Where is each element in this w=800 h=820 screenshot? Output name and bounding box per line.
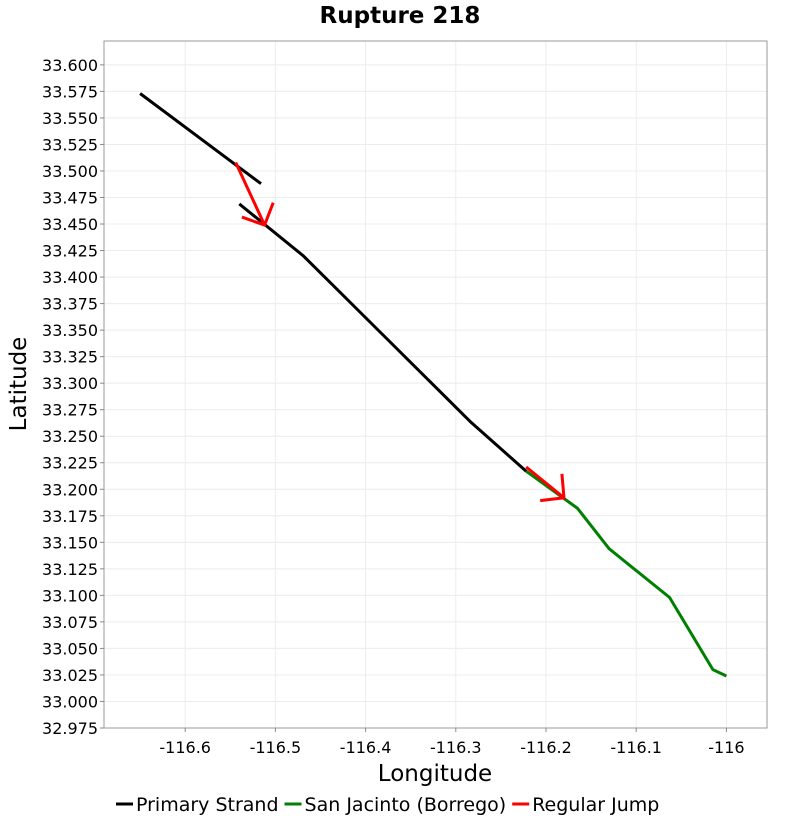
- y-tick-label: 33.325: [42, 348, 98, 367]
- legend-label-san-jacinto-borrego: San Jacinto (Borrego): [305, 794, 507, 816]
- y-tick-label: 33.500: [42, 162, 98, 181]
- y-tick-label: 33.050: [42, 639, 98, 658]
- x-tick-label: -116.2: [520, 738, 572, 757]
- x-tick-label: -116.1: [610, 738, 662, 757]
- y-tick-label: 33.250: [42, 427, 98, 446]
- y-tick-label: 33.450: [42, 215, 98, 234]
- x-axis-ticks: -116.6 -116.5 -116.4 -116.3 -116.2 -116.1 -116: [159, 728, 745, 757]
- series-line-regular-jump: [525, 465, 565, 499]
- y-tick-label: 33.525: [42, 135, 98, 154]
- jump-arrowhead: [241, 202, 275, 227]
- y-tick-label: 33.575: [42, 82, 98, 101]
- series-layer: [139, 92, 728, 678]
- legend-label-regular-jump: Regular Jump: [532, 794, 659, 816]
- y-tick-label: 33.550: [42, 109, 98, 128]
- y-tick-label: 33.175: [42, 507, 98, 526]
- grid: [104, 41, 767, 729]
- plot-area-frame: [103, 40, 768, 729]
- x-tick-label: -116.5: [250, 738, 302, 757]
- y-axis-label: Latitude: [6, 337, 32, 432]
- y-tick-label: 33.200: [42, 480, 98, 499]
- x-tick-label: -116.6: [159, 738, 211, 757]
- y-tick-label: 33.475: [42, 188, 98, 207]
- y-tick-label: 32.975: [42, 719, 98, 738]
- y-tick-label: 33.400: [42, 268, 98, 287]
- y-tick-label: 33.000: [42, 692, 98, 711]
- y-tick-label: 33.425: [42, 242, 98, 261]
- y-tick-label: 33.025: [42, 666, 98, 685]
- y-tick-label: 33.225: [42, 454, 98, 473]
- y-tick-label: 33.125: [42, 560, 98, 579]
- jump-arrowhead: [540, 473, 566, 503]
- series-line-regular-jump: [234, 161, 266, 226]
- series-line-primary-strand: [139, 92, 262, 185]
- y-tick-label: 33.350: [42, 321, 98, 340]
- y-tick-label: 33.150: [42, 533, 98, 552]
- y-tick-label: 33.375: [42, 295, 98, 314]
- chart-title: Rupture 218: [320, 3, 481, 29]
- y-tick-label: 33.600: [42, 56, 98, 75]
- legend-label-primary-strand: Primary Strand: [136, 794, 279, 816]
- legend: Primary Strand San Jacinto (Borrego) Regul…: [116, 794, 659, 816]
- series-line-primary-strand: [238, 202, 528, 473]
- y-axis-ticks: 33.600 33.575 33.550 33.525 33.500 33.475 33.4…: [42, 56, 104, 738]
- y-tick-label: 33.275: [42, 401, 98, 420]
- y-tick-label: 33.300: [42, 374, 98, 393]
- x-tick-label: -116.3: [430, 738, 482, 757]
- x-tick-label: -116.4: [340, 738, 392, 757]
- series-line-san-jacinto-borrego: [525, 469, 728, 678]
- y-tick-label: 33.075: [42, 613, 98, 632]
- x-tick-label: -116: [708, 738, 744, 757]
- x-axis-label: Longitude: [378, 761, 492, 787]
- y-tick-label: 33.100: [42, 586, 98, 605]
